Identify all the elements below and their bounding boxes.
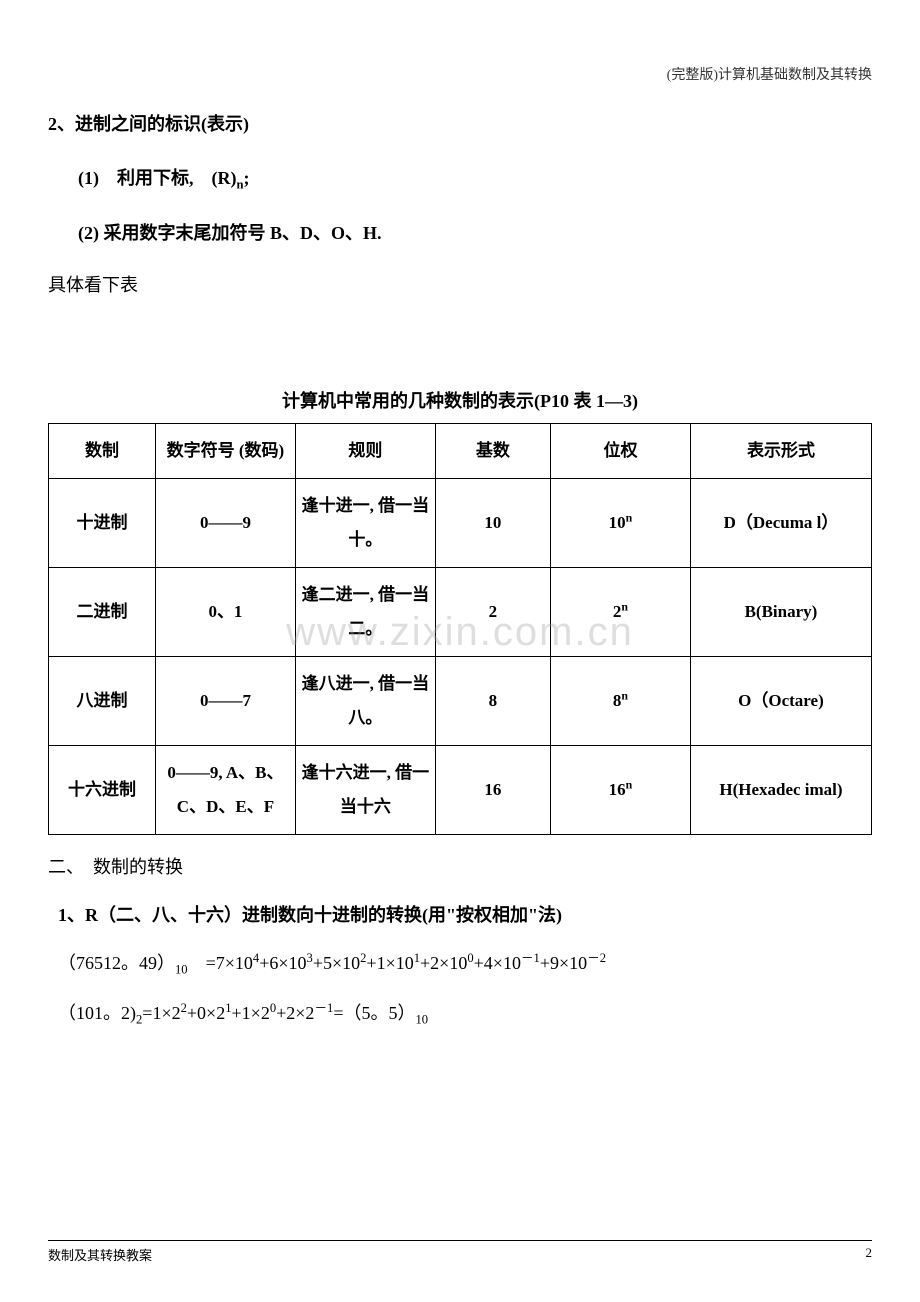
cell: H(Hexadec imal) <box>690 745 871 834</box>
f1-m7: +9×10 <box>540 953 587 973</box>
footer-right: 2 <box>866 1245 873 1264</box>
f1-m2: +6×10 <box>259 953 306 973</box>
cell: 逢十六进一, 借一当十六 <box>295 745 435 834</box>
f1-e6: －1 <box>521 951 540 965</box>
f1-m5: +2×10 <box>420 953 467 973</box>
cell: 0——9 <box>155 478 295 567</box>
cell: 2 <box>435 567 550 656</box>
item1-sub: n <box>236 178 243 192</box>
pw-exp: n <box>626 510 633 524</box>
cell: 16 <box>435 745 550 834</box>
see-table-note: 具体看下表 <box>48 271 872 297</box>
cell: 10n <box>551 478 691 567</box>
f1-e7: －2 <box>587 951 606 965</box>
section-1-item-2: (2) 采用数字末尾加符号 B、D、O、H. <box>78 219 872 245</box>
section-2-sub1: 1、R（二、八、十六）进制数向十进制的转换(用"按权相加"法) <box>58 901 872 927</box>
table-title: 计算机中常用的几种数制的表示(P10 表 1—3) <box>48 387 872 413</box>
cell: 逢八进一, 借一当八。 <box>295 656 435 745</box>
cell: 2n <box>551 567 691 656</box>
pw-exp: n <box>621 688 628 702</box>
f2-pre: （101。2) <box>58 1003 136 1023</box>
formula-line-2: （101。2)2=1×22+0×21+1×20+2×2－1=（5。5）10 <box>58 997 872 1028</box>
table-header-row: 数制 数字符号 (数码) 规则 基数 位权 表示形式 <box>49 423 872 478</box>
cell: B(Binary) <box>690 567 871 656</box>
f2-m3: +1×2 <box>232 1003 270 1023</box>
table-row: 十六进制 0——9, A、B、C、D、E、F 逢十六进一, 借一当十六 16 1… <box>49 745 872 834</box>
cell: 八进制 <box>49 656 156 745</box>
table-row: 二进制 0、1 逢二进一, 借一当二。 2 2n B(Binary) <box>49 567 872 656</box>
f1-m6: +4×10 <box>474 953 521 973</box>
section-1-heading: 2、进制之间的标识(表示) <box>48 110 872 136</box>
f1-m3: +5×10 <box>313 953 360 973</box>
pw-exp: n <box>626 777 633 791</box>
f1-sub: 10 <box>175 962 188 976</box>
cell: 十进制 <box>49 478 156 567</box>
page-footer: 数制及其转换教案 2 <box>48 1240 872 1264</box>
footer-left: 数制及其转换教案 <box>48 1245 152 1264</box>
th-4: 位权 <box>551 423 691 478</box>
cell: 10 <box>435 478 550 567</box>
cell: 二进制 <box>49 567 156 656</box>
section-1-item-1: (1) 利用下标, (R)n; <box>78 164 872 193</box>
cell: 0、1 <box>155 567 295 656</box>
cell: 16n <box>551 745 691 834</box>
item1-pre: (1) 利用下标, (R) <box>78 168 236 188</box>
pw-base: 10 <box>609 513 626 532</box>
cell: O（Octare) <box>690 656 871 745</box>
cell: 8n <box>551 656 691 745</box>
f2-m1: =1×2 <box>142 1003 180 1023</box>
cell: 逢二进一, 借一当二。 <box>295 567 435 656</box>
cell: D（Decuma l） <box>690 478 871 567</box>
cell: 0——7 <box>155 656 295 745</box>
table-row: 十进制 0——9 逢十进一, 借一当十。 10 10n D（Decuma l） <box>49 478 872 567</box>
section-2-heading: 二、 数制的转换 <box>48 853 872 879</box>
cell: 十六进制 <box>49 745 156 834</box>
f2-m4: +2×2 <box>276 1003 314 1023</box>
table-row: 八进制 0——7 逢八进一, 借一当八。 8 8n O（Octare) <box>49 656 872 745</box>
th-0: 数制 <box>49 423 156 478</box>
f1-mid: =7×10 <box>188 953 253 973</box>
cell: 0——9, A、B、C、D、E、F <box>155 745 295 834</box>
header-subtitle: (完整版)计算机基础数制及其转换 <box>667 64 872 84</box>
numeral-systems-table: 数制 数字符号 (数码) 规则 基数 位权 表示形式 十进制 0——9 逢十进一… <box>48 423 872 835</box>
item1-post: ; <box>244 168 250 188</box>
th-5: 表示形式 <box>690 423 871 478</box>
f2-m2: +0×2 <box>187 1003 225 1023</box>
cell: 逢十进一, 借一当十。 <box>295 478 435 567</box>
pw-base: 16 <box>609 780 626 799</box>
f2-post: =（5。5） <box>333 1003 415 1023</box>
f2-sub2: 10 <box>415 1013 428 1027</box>
th-1: 数字符号 (数码) <box>155 423 295 478</box>
th-3: 基数 <box>435 423 550 478</box>
cell: 8 <box>435 656 550 745</box>
th-2: 规则 <box>295 423 435 478</box>
pw-exp: n <box>621 599 628 613</box>
f1-pre: （76512。49） <box>58 953 175 973</box>
f2-e4: －1 <box>314 1001 333 1015</box>
f1-m4: +1×10 <box>366 953 413 973</box>
formula-line-1: （76512。49）10 =7×104+6×103+5×102+1×101+2×… <box>58 947 872 978</box>
